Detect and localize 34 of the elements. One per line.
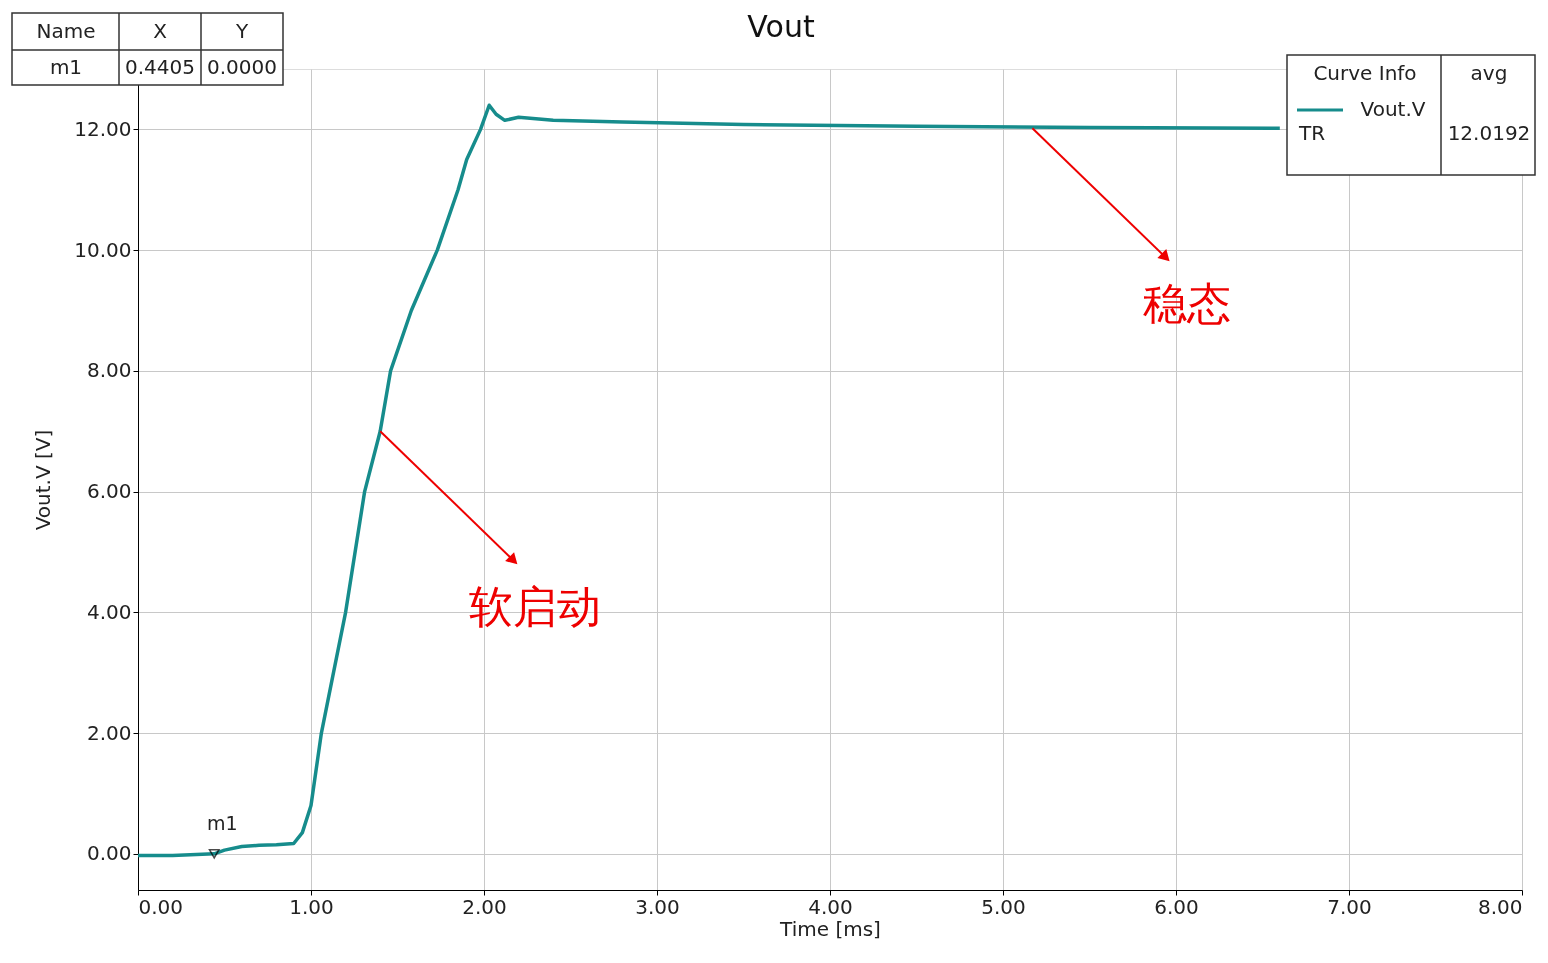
annotation: 稳态 — [1143, 278, 1232, 330]
annotation: Curve Info — [1313, 61, 1417, 85]
annotation: m1 — [206, 811, 238, 834]
x-tick-label: 6.00 — [1154, 894, 1199, 919]
x-tick-label: 0.00 — [138, 894, 184, 919]
text: m1 — [49, 55, 83, 79]
annotation: 12.0192 — [1447, 121, 1531, 145]
annotation: 0.0000 — [207, 55, 277, 79]
y-tick-label: 4.00 — [86, 599, 132, 624]
annotation: 软启动 — [469, 581, 602, 633]
x-tick-label: 5.00 — [981, 894, 1026, 919]
y-tick-label: 2.00 — [86, 720, 132, 745]
chart-title: Vout — [747, 9, 815, 44]
x-tick-label: 2.00 — [462, 894, 507, 919]
y-tick-label: 6.00 — [86, 479, 132, 504]
text: Y — [234, 19, 249, 43]
x-tick-label: 7.00 — [1327, 894, 1372, 919]
y-tick-label: 10.00 — [74, 237, 132, 262]
x-tick-label: 8.00 — [1477, 894, 1523, 919]
legend-label: Vout.V — [1360, 97, 1426, 121]
annotation: avg — [1470, 61, 1508, 85]
line-series — [136, 103, 1282, 859]
y-tick-label: 8.00 — [86, 358, 132, 383]
x-tick-label: 3.00 — [635, 894, 680, 919]
x-tick-label: 4.00 — [808, 894, 853, 919]
y-axis-title: Vout.V [V] — [31, 429, 56, 531]
y-tick-label: 0.00 — [86, 841, 132, 866]
annotation: TR — [1297, 121, 1326, 145]
text: Name — [36, 19, 96, 43]
x-axis-title: Time [ms] — [779, 916, 881, 941]
x-tick-label: 1.00 — [289, 894, 334, 919]
text: X — [153, 19, 168, 43]
annotation: 0.4405 — [125, 55, 195, 79]
y-tick-label: 12.00 — [74, 116, 132, 141]
